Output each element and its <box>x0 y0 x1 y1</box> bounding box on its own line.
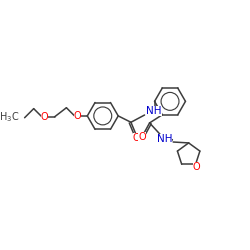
Text: O: O <box>74 111 81 121</box>
Text: NH: NH <box>146 106 162 116</box>
Text: O: O <box>41 112 48 122</box>
Text: $\mathregular{H_3C}$: $\mathregular{H_3C}$ <box>0 110 19 124</box>
Text: NH: NH <box>157 134 172 144</box>
Text: O: O <box>193 162 200 172</box>
Text: O: O <box>132 133 140 143</box>
Text: O: O <box>138 132 146 142</box>
